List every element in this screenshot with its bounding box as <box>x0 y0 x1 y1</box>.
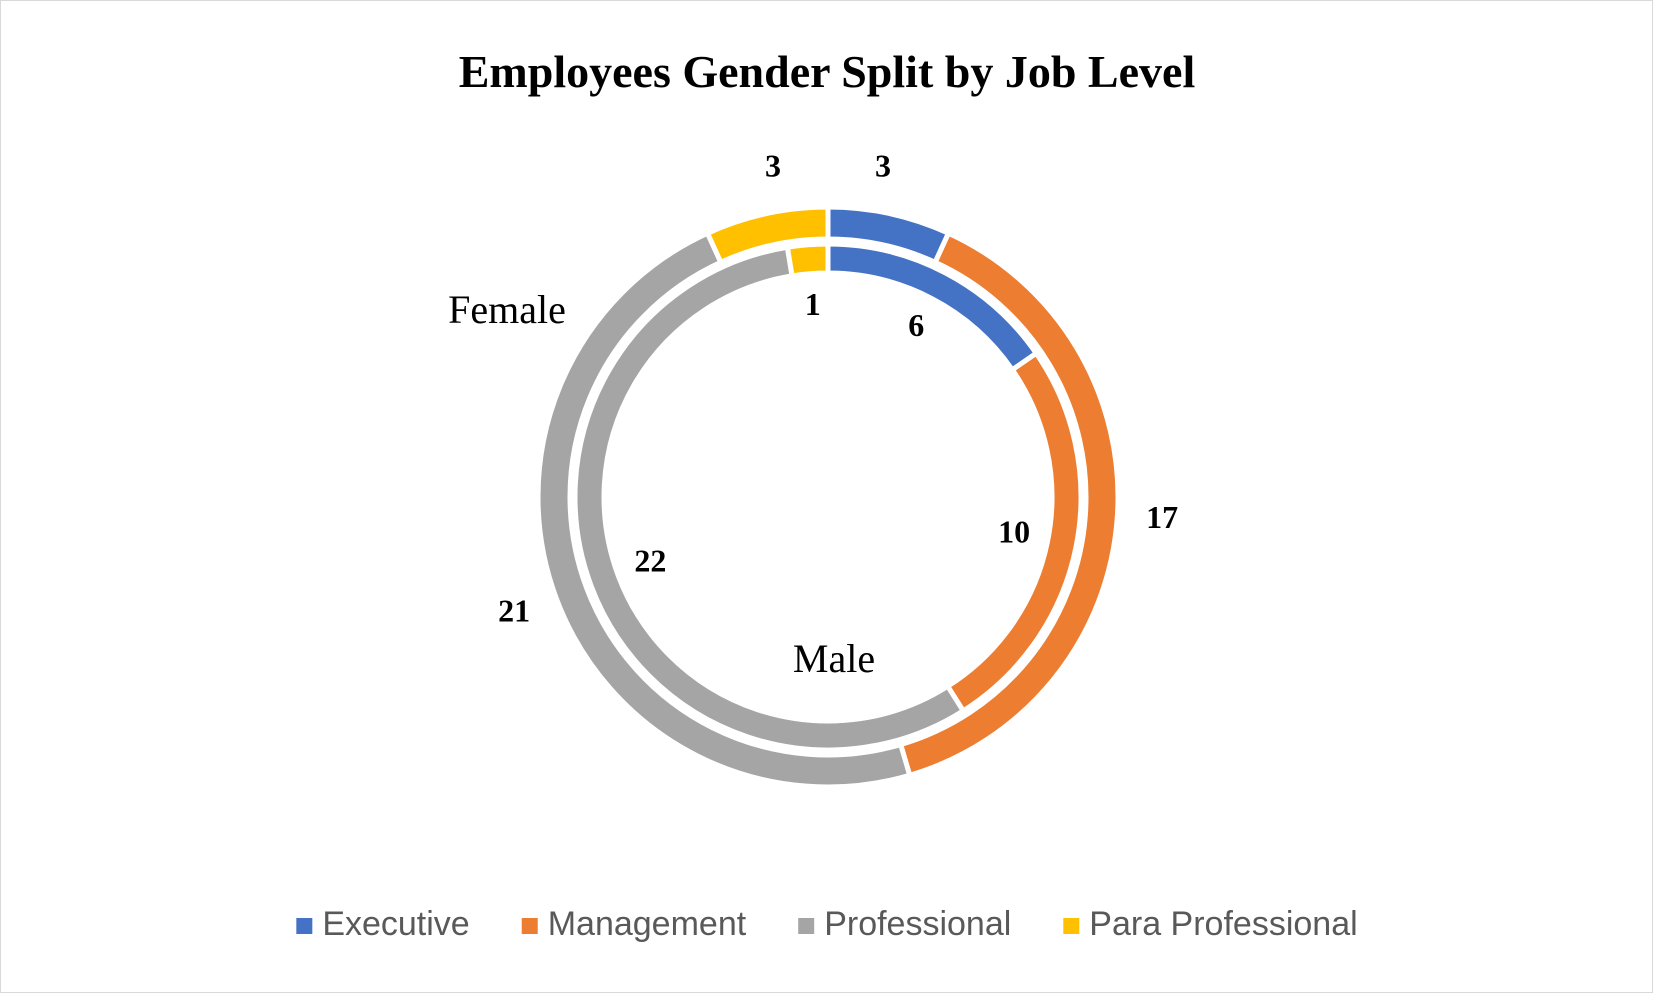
series-label: Male <box>793 636 875 681</box>
data-label: 1 <box>805 286 821 322</box>
legend-swatch <box>1063 918 1080 934</box>
data-label: 21 <box>498 592 530 628</box>
data-label: 6 <box>908 307 924 343</box>
legend-swatch <box>798 918 815 934</box>
series-label: Female <box>448 287 566 332</box>
data-label: 3 <box>765 147 781 183</box>
data-label: 10 <box>998 513 1030 549</box>
legend-label: Para Professional <box>1089 905 1357 943</box>
data-label: 3 <box>875 147 891 183</box>
data-label: 22 <box>634 543 666 579</box>
doughnut-segment <box>704 204 831 266</box>
legend-label: Management <box>548 905 747 943</box>
chart-title: Employees Gender Split by Job Level <box>459 46 1195 97</box>
legend-label: Executive <box>322 905 469 943</box>
legend-label: Professional <box>824 905 1011 943</box>
legend-swatch <box>521 918 538 934</box>
data-label: 17 <box>1146 499 1178 535</box>
doughnut-segment <box>784 241 831 279</box>
legend-swatch <box>296 918 313 934</box>
